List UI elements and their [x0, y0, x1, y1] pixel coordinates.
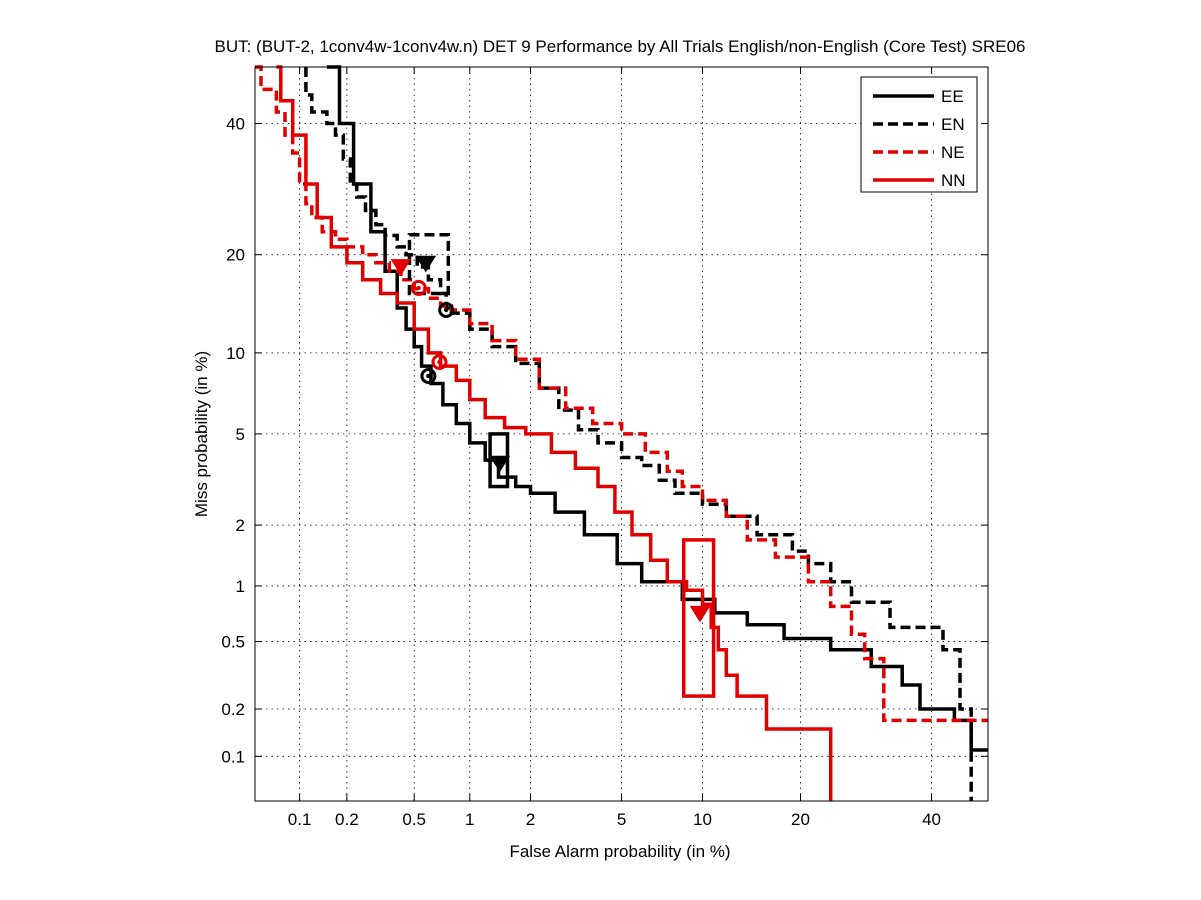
dcf-markers	[390, 233, 716, 698]
actual-dcf-marker-ee	[489, 455, 511, 473]
y-tick-label: 2	[236, 516, 245, 535]
legend: EE EN NE NN	[860, 76, 978, 193]
dcf-box-ee	[488, 432, 510, 489]
y-axis-label: Miss probability (in %)	[192, 351, 211, 517]
x-tick-label: 5	[617, 810, 626, 829]
x-tick-label: 0.2	[335, 810, 359, 829]
y-tick-label: 10	[226, 344, 245, 363]
y-tick-label: 20	[226, 246, 245, 265]
min-dcf-marker-nn	[431, 354, 448, 371]
x-axis-label: False Alarm probability (in %)	[509, 842, 730, 861]
min-dcf-marker-center	[426, 373, 431, 379]
chart-title: BUT: (BUT-2, 1conv4w-1conv4w.n) DET 9 Pe…	[215, 37, 1026, 56]
legend-label-en: EN	[941, 115, 965, 134]
min-dcf-marker-ne	[410, 279, 427, 296]
legend-label-nn: NN	[941, 171, 966, 190]
dcf-box-en	[407, 233, 451, 296]
axis-ticks: 0.1 0.2 0.5 1 2 5 10 20 40 0.1 0.2 0.5 1 2 5 10 20 40	[221, 67, 988, 829]
x-tick-label: 1	[465, 810, 474, 829]
x-tick-label: 0.1	[288, 810, 312, 829]
legend-label-ee: EE	[941, 87, 964, 106]
y-tick-label: 5	[236, 425, 245, 444]
grid-lines	[255, 67, 988, 801]
x-tick-label: 2	[526, 810, 535, 829]
y-tick-label: 1	[236, 577, 245, 596]
actual-dcf-marker-en	[415, 255, 437, 273]
min-dcf-marker-center	[443, 307, 449, 313]
min-dcf-marker-center	[416, 285, 421, 291]
y-tick-label: 0.2	[221, 700, 245, 719]
min-dcf-marker-en	[438, 301, 455, 318]
min-dcf-marker-center	[437, 359, 442, 365]
min-dcf-marker-ee	[420, 367, 437, 384]
x-tick-label: 10	[693, 810, 712, 829]
series-line-ne	[255, 65, 988, 723]
y-tick-label: 0.5	[221, 633, 245, 652]
legend-label-ne: NE	[941, 143, 965, 162]
actual-dcf-marker-ne	[390, 259, 412, 276]
x-tick-label: 40	[922, 810, 941, 829]
x-tick-label: 0.5	[402, 810, 426, 829]
y-tick-label: 40	[226, 115, 245, 134]
dcf-box-nn	[682, 538, 716, 698]
actual-dcf-marker-nn	[689, 605, 711, 623]
y-tick-label: 0.1	[221, 747, 245, 766]
x-tick-label: 20	[791, 810, 810, 829]
